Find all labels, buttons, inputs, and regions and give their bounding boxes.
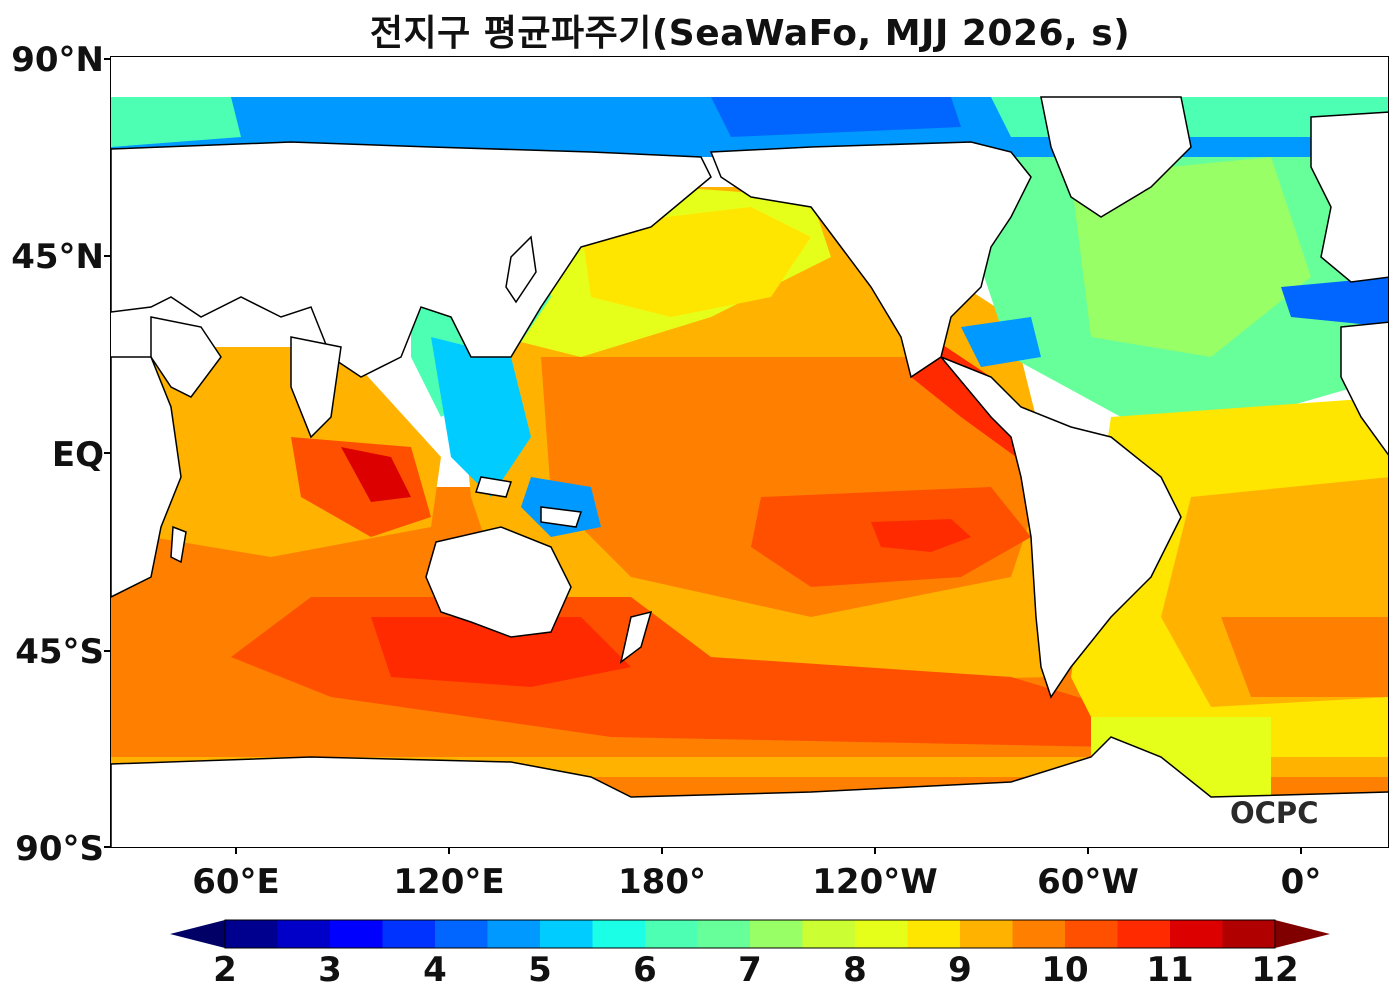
lat-tick — [104, 255, 110, 257]
arctic-siberia — [111, 97, 241, 147]
japan-land — [505, 235, 537, 304]
colorbar-tick-label: 7 — [738, 950, 762, 990]
land-layer — [111, 96, 1388, 847]
colorbar-outline — [224, 919, 1276, 949]
lat-tick — [104, 650, 110, 652]
asian-marginal-seas — [431, 337, 531, 497]
colorbar-cell — [435, 920, 488, 948]
colorbar-cell — [1170, 920, 1223, 948]
colorbar-cell — [225, 920, 278, 948]
africa-east-land — [111, 356, 182, 598]
colorbar-cell — [1117, 920, 1171, 948]
europe-land — [1310, 111, 1388, 283]
map-panel[interactable] — [110, 56, 1389, 848]
colorbar-cell — [1222, 920, 1276, 948]
eurasia-land — [111, 141, 712, 378]
colorbar-tick-label: 12 — [1251, 950, 1299, 990]
lat-tick — [104, 452, 110, 454]
south-atlantic-band — [1221, 617, 1388, 697]
colorbar-tick-label: 6 — [633, 950, 657, 990]
colorbar-tick-label: 8 — [843, 950, 867, 990]
colorbar-tick-label: 3 — [318, 950, 342, 990]
colorbar-tick-label: 5 — [528, 950, 552, 990]
arctic-canada — [711, 97, 961, 137]
colorbar-cell — [330, 920, 383, 948]
lon-label-60e: 60°E — [192, 862, 280, 902]
lat-tick — [104, 846, 110, 848]
lon-tick — [661, 848, 663, 854]
indian-peak — [341, 447, 411, 502]
lat-label-45n: 45°N — [11, 237, 104, 277]
australia-land — [425, 526, 572, 638]
lon-label-0: 0° — [1280, 862, 1322, 902]
colorbar-cell — [960, 920, 1013, 948]
colorbar — [170, 919, 1330, 949]
colorbar-cell — [382, 920, 436, 948]
south-america-land — [940, 356, 1182, 699]
bay-of-bengal — [291, 437, 431, 537]
colorbar-cell — [645, 920, 698, 948]
north-atlantic-core — [1071, 157, 1311, 357]
pacific-peak — [871, 519, 971, 552]
antarctica-land — [111, 736, 1388, 847]
north-america-land — [709, 141, 1032, 379]
colorbar-over-arrow — [1275, 920, 1330, 948]
lon-label-60w: 60°W — [1037, 862, 1139, 902]
north-pacific-core — [581, 207, 811, 317]
ocpc-logo: OCPC — [1230, 796, 1319, 830]
lon-label-120w: 120°W — [812, 862, 938, 902]
colorbar-cell — [1065, 920, 1118, 948]
madagascar-land — [170, 525, 187, 564]
colorbar-tick-label: 11 — [1146, 950, 1194, 990]
colorbar-cell — [907, 920, 961, 948]
colorbar-cell — [855, 920, 908, 948]
lat-label-90s: 90°S — [15, 829, 104, 869]
colorbar-tick-label: 10 — [1041, 950, 1089, 990]
lon-tick — [1300, 848, 1302, 854]
colorbar-cell — [277, 920, 331, 948]
lon-label-180: 180° — [618, 862, 706, 902]
map-title: 전지구 평균파주기(SeaWaFo, MJJ 2026, s) — [369, 13, 1131, 54]
wave-period-map — [111, 57, 1388, 847]
lat-label-equator: EQ — [51, 435, 104, 475]
africa-west-land — [1340, 321, 1388, 456]
lon-tick — [1087, 848, 1089, 854]
lon-tick — [235, 848, 237, 854]
colorbar-cell — [750, 920, 803, 948]
lon-tick — [448, 848, 450, 854]
colorbar-under-arrow — [170, 920, 225, 948]
colorbar-cell — [697, 920, 751, 948]
new-zealand-land — [619, 610, 653, 664]
colorbar-cell — [592, 920, 646, 948]
colorbar-tick-label: 2 — [213, 950, 237, 990]
india-land — [290, 336, 342, 439]
lat-label-45s: 45°S — [15, 632, 104, 672]
colorbar-cell — [487, 920, 541, 948]
lon-tick — [874, 848, 876, 854]
borneo-land — [475, 476, 512, 498]
gulf-of-mexico — [961, 317, 1041, 367]
lon-label-120e: 120°E — [393, 862, 505, 902]
colorbar-cell — [802, 920, 856, 948]
southern-indian-peak — [371, 617, 631, 687]
colorbar-tick-label: 9 — [948, 950, 972, 990]
colorbar-tick-label: 4 — [423, 950, 447, 990]
lat-label-90n: 90°N — [11, 40, 104, 80]
new-guinea-land — [540, 506, 583, 528]
colorbar-cells — [225, 920, 1276, 948]
greenland-land — [1040, 96, 1192, 218]
lat-tick — [104, 58, 110, 60]
colorbar-cell — [1012, 920, 1066, 948]
mediterranean-sea — [1281, 277, 1388, 327]
colorbar-cell — [540, 920, 593, 948]
